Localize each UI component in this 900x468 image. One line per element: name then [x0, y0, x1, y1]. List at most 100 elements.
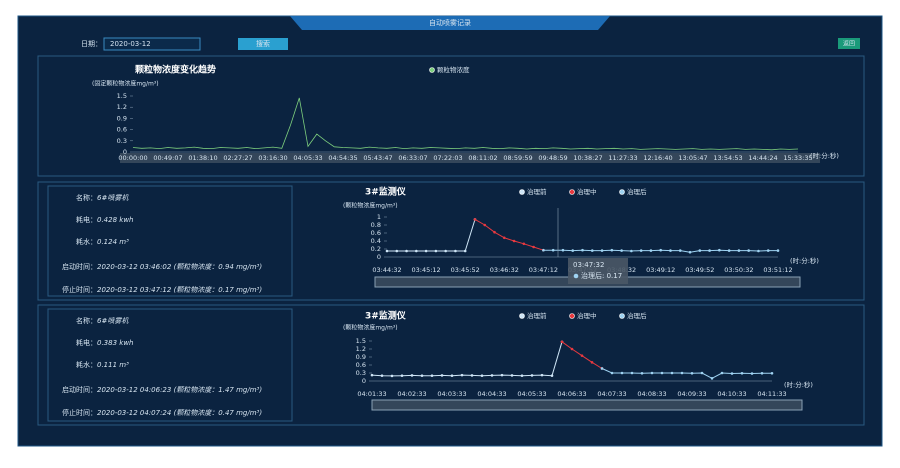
- y-tick-label: 0.8: [371, 221, 381, 229]
- data-point: [640, 371, 644, 375]
- info-value: 0.383 kwh: [97, 339, 133, 347]
- y-tick-label: 0: [123, 148, 127, 156]
- x-tick-label: 10:38:27: [573, 154, 602, 162]
- data-point: [737, 249, 741, 252]
- data-point: [590, 249, 594, 252]
- series-line: [371, 341, 563, 377]
- data-point: [670, 371, 674, 375]
- data-point: [776, 249, 780, 252]
- y-tick-label: 0: [362, 377, 366, 385]
- x-tick-label: 09:48:59: [538, 154, 567, 162]
- data-point: [571, 249, 575, 252]
- info-label: 耗电：: [76, 338, 97, 347]
- data-point: [430, 374, 434, 377]
- legend-marker: [429, 67, 435, 73]
- x-tick-label: 04:02:33: [397, 390, 426, 398]
- legend-label: 治理后: [627, 311, 647, 320]
- data-point: [620, 371, 624, 375]
- y-tick-label: 0.9: [356, 353, 366, 361]
- data-point: [410, 374, 414, 377]
- info-box: [47, 185, 293, 297]
- legend-marker: [519, 189, 525, 195]
- y-tick-label: 1.2: [356, 345, 366, 353]
- data-point: [540, 373, 544, 377]
- tooltip-time: 03:47:32: [573, 261, 604, 269]
- data-point: [434, 249, 438, 253]
- zoom-slider[interactable]: [120, 153, 820, 163]
- data-point: [405, 249, 408, 253]
- data-point: [688, 250, 692, 254]
- data-point: [708, 249, 711, 252]
- x-tick-label: 08:59:59: [503, 154, 532, 162]
- x-tick-label: 04:08:33: [637, 390, 666, 398]
- data-point: [473, 218, 477, 221]
- x-tick-label: 04:05:33: [293, 154, 322, 162]
- data-point: [600, 249, 604, 252]
- date-input[interactable]: [103, 37, 201, 51]
- data-point: [660, 371, 664, 375]
- info-value: 6#喷雾机: [97, 317, 129, 325]
- x-tick-label: 14:44:24: [748, 154, 777, 162]
- info-label: 耗电：: [76, 215, 97, 224]
- info-label: 名称：: [76, 193, 97, 202]
- y-axis-label: (固定颗粒物浓度mg/m³): [92, 80, 159, 88]
- tooltip-text: 治理后: 0.17: [581, 271, 622, 280]
- y-tick-label: 1.5: [356, 337, 366, 345]
- y-tick-label: 0.6: [117, 126, 127, 134]
- x-tick-label: 04:10:33: [717, 390, 746, 398]
- info-value: 0.124 m³: [97, 238, 129, 246]
- info-label: 名称：: [76, 316, 97, 325]
- info-value: 2020-03-12 03:47:12 (颗粒物浓度：0.17 mg/m³): [97, 286, 262, 294]
- data-point: [680, 371, 684, 375]
- x-tick-label: 03:44:32: [372, 266, 401, 274]
- y-tick-label: 0.3: [117, 137, 127, 145]
- x-tick-label: 03:51:12: [763, 266, 792, 274]
- data-point: [490, 374, 494, 377]
- x-tick-label: 04:09:33: [677, 390, 706, 398]
- y-tick-label: 1: [377, 213, 381, 221]
- back-button[interactable]: [838, 38, 860, 49]
- record-panel: [37, 304, 865, 426]
- info-value: 2020-03-12 03:46:02 (颗粒物浓度：0.94 mg/m³): [97, 263, 262, 271]
- x-tick-label: 08:11:02: [468, 154, 497, 162]
- data-point: [370, 373, 374, 377]
- data-point: [730, 372, 734, 375]
- info-value: 6#喷雾机: [97, 194, 129, 202]
- data-point: [690, 371, 694, 375]
- info-label: 启动时间：: [62, 262, 97, 271]
- data-point: [698, 249, 702, 252]
- info-value: 2020-03-12 04:06:23 (颗粒物浓度：1.47 mg/m³): [97, 386, 262, 394]
- series-line: [601, 368, 772, 379]
- y-tick-label: 0.4: [371, 237, 381, 245]
- search-button[interactable]: [238, 38, 288, 50]
- data-point: [560, 340, 564, 344]
- data-point: [390, 374, 394, 378]
- data-point: [757, 249, 760, 253]
- legend-marker: [619, 189, 625, 195]
- x-tick-label: 03:49:12: [646, 266, 675, 274]
- x-tick-label: 13:54:53: [713, 154, 742, 162]
- data-point: [522, 242, 526, 246]
- zoom-slider[interactable]: [371, 399, 803, 411]
- info-label: 停止时间：: [62, 408, 97, 417]
- x-tick-label: 03:46:32: [490, 266, 519, 274]
- record-panel: [37, 181, 865, 301]
- chart-title: 3#监测仪: [365, 310, 407, 322]
- info-value: 0.428 kwh: [97, 216, 133, 224]
- x-tick-label: 00:00:00: [118, 154, 147, 162]
- tooltip: [568, 258, 628, 284]
- legend-marker: [569, 313, 575, 319]
- data-point: [550, 374, 554, 377]
- x-tick-label: 06:33:07: [398, 154, 427, 162]
- data-point: [500, 373, 504, 377]
- series-line: [132, 97, 799, 151]
- data-point: [678, 249, 682, 252]
- data-point: [400, 374, 404, 377]
- x-tick-label: 04:05:33: [517, 390, 546, 398]
- x-tick-label: 03:47:12: [529, 266, 558, 274]
- data-point: [415, 249, 418, 253]
- data-point: [630, 371, 634, 375]
- x-tick-label: 15:33:35: [783, 154, 812, 162]
- x-tick-label: 03:45:12: [411, 266, 440, 274]
- x-tick-label: 03:45:52: [451, 266, 480, 274]
